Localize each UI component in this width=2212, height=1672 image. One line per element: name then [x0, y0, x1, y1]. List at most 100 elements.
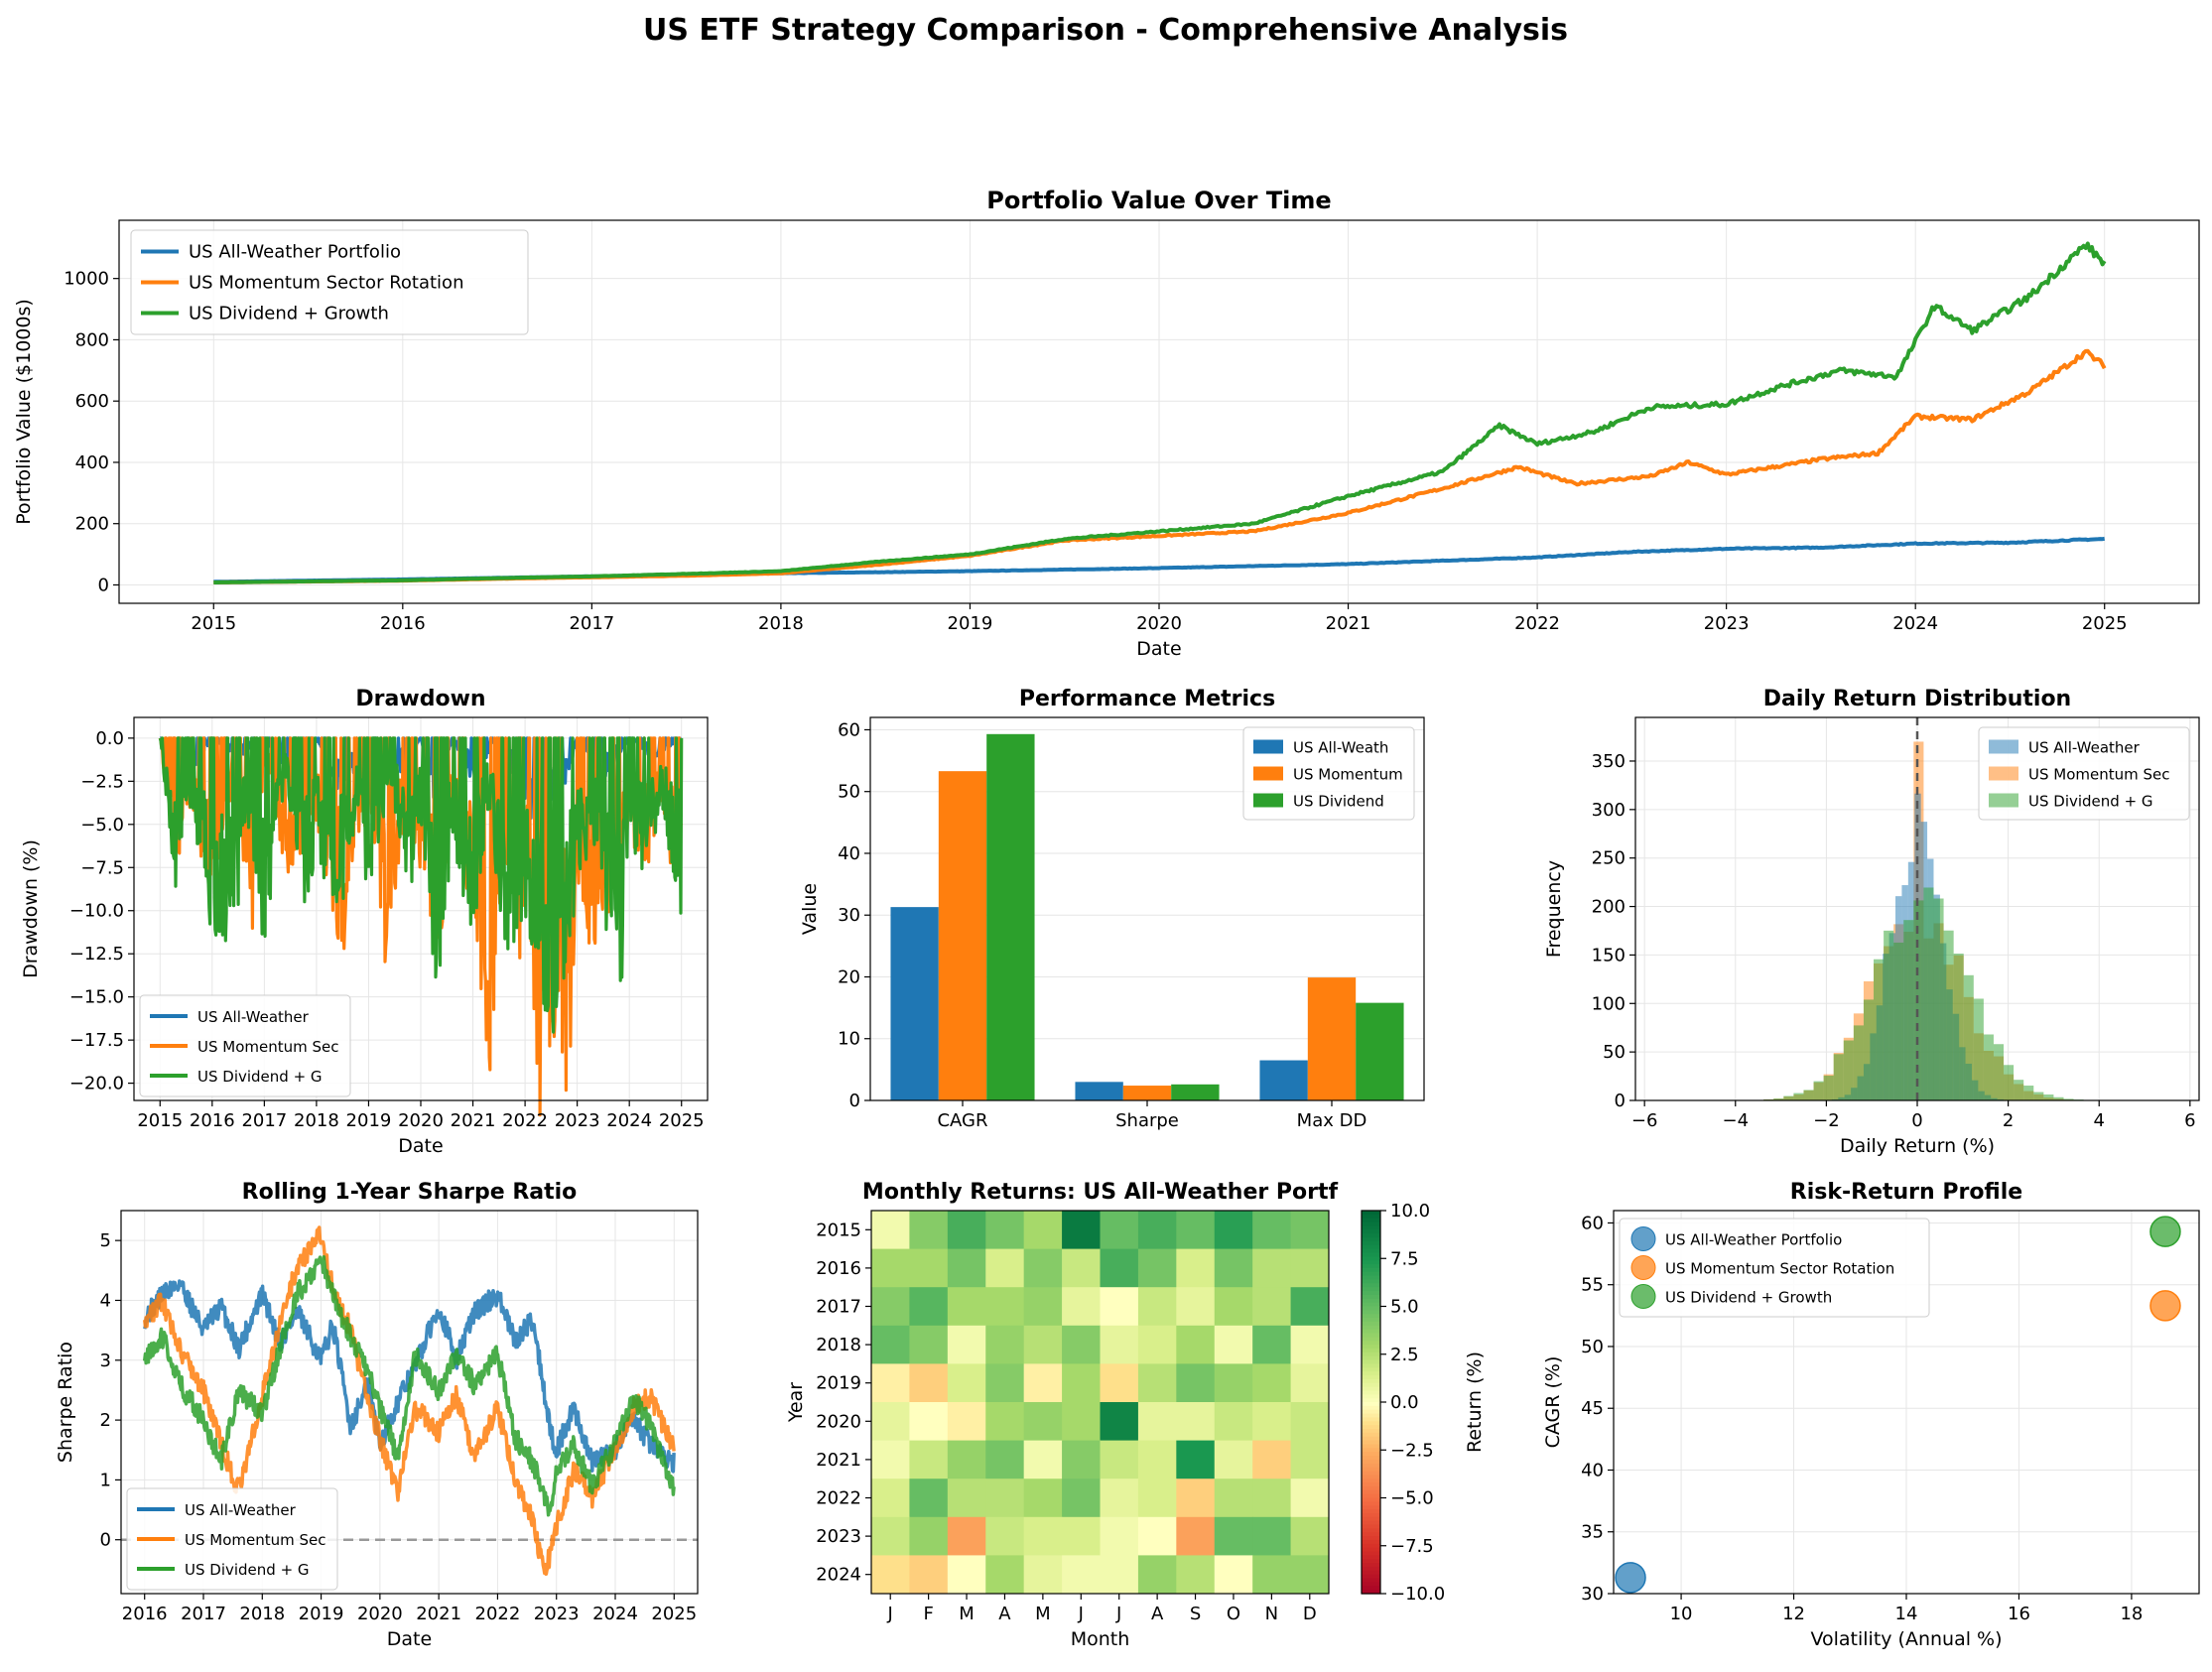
- y-tick-label: 2016: [816, 1258, 861, 1279]
- x-tick-label: 2019: [948, 613, 993, 634]
- heatmap-cell: [947, 1248, 986, 1288]
- x-tick-label: S: [1190, 1604, 1201, 1624]
- heatmap-cell: [1137, 1555, 1177, 1595]
- y-tick-label: 5: [100, 1230, 111, 1251]
- legend-label: US Momentum Sector Rotation: [1665, 1260, 1894, 1278]
- x-tick-label: M: [1035, 1604, 1051, 1624]
- y-tick-label: 150: [1592, 945, 1626, 965]
- heatmap-cell: [1100, 1402, 1139, 1442]
- y-tick-label: −12.5: [69, 944, 124, 965]
- heatmap-cell: [871, 1440, 910, 1479]
- legend-swatch: [1989, 766, 2018, 781]
- colorbar-segment: [1362, 1444, 1380, 1449]
- y-tick-label: 0.0: [95, 728, 124, 749]
- x-tick-label: 10: [1670, 1604, 1693, 1624]
- colorbar-segment: [1362, 1467, 1380, 1473]
- y-tick-label: 60: [1581, 1213, 1604, 1233]
- colorbar-segment: [1362, 1398, 1380, 1403]
- heatmap-cell: [1062, 1211, 1101, 1250]
- x-tick-label: 2018: [239, 1604, 285, 1624]
- heatmap-cell: [1214, 1555, 1253, 1595]
- histogram-bar: [1893, 942, 1904, 1100]
- y-tick-label: 2024: [816, 1565, 861, 1586]
- x-tick-label: 14: [1895, 1604, 1918, 1624]
- colorbar-segment: [1362, 1559, 1380, 1564]
- x-tick-label: 2020: [357, 1604, 403, 1624]
- x-tick-label: 2022: [502, 1110, 548, 1131]
- legend-label: US Dividend + G: [185, 1561, 310, 1579]
- histogram-bar: [2043, 1094, 2054, 1100]
- colorbar-segment: [1362, 1425, 1380, 1430]
- heatmap-cell: [1176, 1402, 1216, 1442]
- x-tick-label: 2015: [137, 1110, 183, 1131]
- y-axis-label: Drawdown (%): [20, 839, 42, 978]
- heatmap-cell: [1062, 1363, 1101, 1403]
- y-tick-label: 250: [1592, 848, 1626, 869]
- series-line: [142, 1225, 676, 1577]
- panel-title: Drawdown: [355, 687, 485, 711]
- colorbar-label: Return (%): [1464, 1351, 1486, 1453]
- colorbar-segment: [1362, 1539, 1380, 1545]
- heatmap-cell: [1214, 1325, 1253, 1364]
- colorbar-segment: [1362, 1229, 1380, 1234]
- colorbar-segment: [1362, 1333, 1380, 1338]
- y-tick-label: 100: [1592, 993, 1626, 1014]
- risk-return-chart: 10 12 14 16 18 30 35 40 45 50 55 60 Risk-Return Prof…: [1542, 1180, 2200, 1650]
- heatmap-cell: [909, 1402, 949, 1442]
- histogram-bar: [1853, 1025, 1864, 1100]
- legend-label: US All-Weather: [197, 1008, 310, 1026]
- colorbar-segment: [1362, 1378, 1380, 1384]
- histogram-bar: [1833, 1054, 1844, 1100]
- histogram-bar: [2023, 1086, 2034, 1100]
- heatmap-cell: [871, 1555, 910, 1595]
- heatmap-cell: [1137, 1516, 1177, 1556]
- colorbar-segment: [1362, 1382, 1380, 1388]
- colorbar-segment: [1362, 1421, 1380, 1426]
- heatmap-cell: [947, 1479, 986, 1518]
- legend-label: US Momentum Sec: [197, 1038, 339, 1056]
- y-tick-label: 0: [98, 575, 109, 595]
- y-tick-label: 10: [838, 1029, 860, 1050]
- heatmap-cell: [947, 1516, 986, 1556]
- colorbar-segment: [1362, 1367, 1380, 1372]
- heatmap-cell: [1176, 1287, 1216, 1327]
- legend-box: [1619, 1218, 1930, 1318]
- x-tick-label: 2021: [451, 1110, 496, 1131]
- legend-swatch: [1989, 739, 2018, 754]
- colorbar-segment: [1362, 1211, 1380, 1216]
- histogram-bar: [1874, 959, 1885, 1100]
- legend-marker: [1630, 1226, 1656, 1251]
- y-tick-label: −10.0: [69, 901, 124, 922]
- colorbar-segment: [1362, 1306, 1380, 1311]
- y-tick-label: 2015: [816, 1220, 861, 1240]
- heatmap-cell: [947, 1287, 986, 1327]
- heatmap-cell: [871, 1211, 910, 1250]
- x-axis-label: Month: [1071, 1628, 1130, 1650]
- legend-label: US Momentum Sec: [185, 1531, 326, 1549]
- x-tick-label: 2018: [758, 613, 804, 634]
- colorbar-tick-label: −10.0: [1390, 1584, 1445, 1605]
- colorbar-segment: [1362, 1214, 1380, 1220]
- colorbar-segment: [1362, 1222, 1380, 1227]
- x-tick-label: 2019: [346, 1110, 392, 1131]
- y-tick-label: 2021: [816, 1450, 861, 1471]
- bar: [1356, 1002, 1404, 1100]
- panel-title: Monthly Returns: US All-Weather Portf: [862, 1180, 1339, 1205]
- colorbar-segment: [1362, 1371, 1380, 1376]
- heatmap-cell: [909, 1363, 949, 1403]
- bar: [986, 733, 1035, 1100]
- colorbar-segment: [1362, 1536, 1380, 1541]
- monthly-returns-heatmap: J F M A M J J A S O N D 2015 2016 2017 2018 2019 2020 2021…: [785, 1180, 1486, 1650]
- x-tick-label: 0: [1911, 1110, 1922, 1131]
- legend-marker: [1630, 1255, 1656, 1280]
- y-tick-label: 60: [838, 719, 860, 740]
- histogram-bar: [2033, 1092, 2044, 1100]
- colorbar-segment: [1362, 1417, 1380, 1422]
- heatmap-cell: [1290, 1248, 1330, 1288]
- colorbar-segment: [1362, 1271, 1380, 1277]
- legend-swatch: [1253, 766, 1283, 781]
- heatmap-cell: [1252, 1363, 1292, 1403]
- heatmap-cell: [1214, 1287, 1253, 1327]
- heatmap-cell: [1214, 1248, 1253, 1288]
- colorbar-segment: [1362, 1409, 1380, 1415]
